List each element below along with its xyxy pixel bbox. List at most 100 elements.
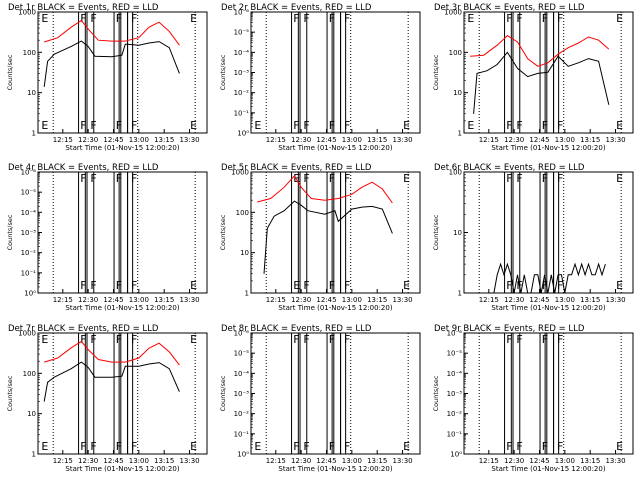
x-tick-label: 13:15	[367, 136, 387, 144]
event-marker-top: F	[506, 333, 512, 346]
event-marker-top: E	[190, 333, 197, 346]
event-marker-top: F	[90, 172, 96, 185]
event-window	[333, 11, 342, 134]
y-tick-label: 10⁻⁴	[234, 370, 250, 378]
event-marker: F	[506, 440, 512, 453]
event-window	[512, 332, 521, 455]
event-marker-top: E	[190, 12, 197, 25]
event-marker-top: F	[329, 333, 335, 346]
y-axis-label: Counts/sec	[219, 54, 227, 90]
y-tick-label: 100	[23, 49, 36, 57]
y-tick-label: 10⁻¹	[447, 430, 463, 438]
event-marker-top: F	[506, 12, 512, 25]
x-tick-label: 13:00	[342, 296, 362, 304]
y-tick-label: 1	[245, 290, 249, 298]
event-window	[299, 11, 308, 134]
event-marker: E	[254, 440, 261, 453]
event-window	[127, 332, 134, 455]
chart-panel-2: Det 2r BLACK = Events, RED = LLD 10⁰ 10⁻¹ 1…	[219, 3, 421, 152]
event-marker: F	[344, 440, 350, 453]
event-marker-top: F	[344, 333, 350, 346]
event-marker: F	[542, 119, 548, 132]
event-marker-top: F	[329, 12, 335, 25]
event-window	[326, 11, 333, 134]
event-marker: F	[303, 279, 309, 292]
event-marker: F	[116, 440, 122, 453]
y-tick-label: 10⁻²	[447, 410, 463, 418]
event-window	[113, 171, 120, 294]
event-marker: E	[293, 279, 300, 292]
y-tick-label: 1	[458, 130, 462, 138]
x-tick-label: 13:00	[342, 457, 362, 465]
plot-frame	[37, 11, 208, 134]
x-tick-label: 12:45	[316, 457, 336, 465]
plot-frame	[250, 171, 421, 294]
y-tick-label: 10⁻⁶	[21, 169, 37, 177]
x-tick-label: 13:00	[555, 457, 575, 465]
event-window	[512, 171, 521, 294]
event-marker-top: F	[90, 12, 96, 25]
x-tick-label: 13:30	[392, 296, 412, 304]
x-tick-label: 12:30	[78, 457, 98, 465]
x-tick-label: 13:15	[367, 296, 387, 304]
event-marker-top: E	[403, 172, 410, 185]
y-tick-label: 10⁻³	[447, 390, 463, 398]
event-marker-top: F	[131, 172, 137, 185]
y-tick-label: 10⁻¹	[21, 269, 37, 277]
y-tick-label: 10	[240, 249, 249, 257]
event-marker-top: F	[131, 12, 137, 25]
event-marker: F	[516, 119, 522, 132]
chart-title: Det 4r BLACK = Events, RED = LLD	[8, 163, 159, 173]
y-axis-label: Counts/sec	[6, 375, 14, 411]
y-tick-label: 10⁻²	[21, 249, 37, 257]
x-tick-label: 12:45	[316, 136, 336, 144]
event-marker: E	[41, 440, 48, 453]
x-tick-label: 12:30	[504, 136, 524, 144]
event-marker: F	[90, 279, 96, 292]
event-marker-top: F	[329, 172, 335, 185]
event-marker: E	[616, 440, 623, 453]
x-tick-label: 13:30	[179, 136, 199, 144]
event-marker: E	[190, 440, 197, 453]
event-window	[120, 11, 129, 134]
event-marker: F	[516, 440, 522, 453]
event-marker-top: E	[293, 172, 300, 185]
y-axis-label: Counts/sec	[219, 214, 227, 250]
event-marker: F	[80, 440, 86, 453]
event-window	[291, 11, 299, 134]
event-window	[326, 332, 333, 455]
x-tick-label: 12:15	[53, 136, 73, 144]
event-marker: F	[293, 119, 299, 132]
y-tick-label: 10	[27, 410, 36, 418]
y-tick-label: 1000	[18, 330, 36, 338]
y-tick-label: 10⁰	[237, 451, 249, 459]
x-axis-label: Start Time (01-Nov-15 12:00:20)	[65, 304, 179, 312]
x-tick-label: 12:30	[504, 457, 524, 465]
event-window	[86, 332, 95, 455]
event-window	[127, 171, 134, 294]
event-marker: F	[116, 119, 122, 132]
x-tick-label: 12:30	[291, 457, 311, 465]
x-tick-label: 13:00	[342, 136, 362, 144]
y-tick-label: 100	[236, 209, 249, 217]
event-marker-top: F	[516, 333, 522, 346]
x-tick-label: 12:15	[266, 457, 286, 465]
series-line-lld	[470, 34, 610, 67]
y-tick-label: 1000	[231, 169, 249, 177]
event-window	[291, 332, 299, 455]
event-marker: F	[329, 279, 335, 292]
chart-panel-9: Det 9r BLACK = Events, RED = LLD 10⁰ 10⁻¹ 1…	[432, 324, 634, 473]
y-tick-label: 10⁻³	[234, 69, 250, 77]
x-axis-label: Start Time (01-Nov-15 12:00:20)	[65, 465, 179, 473]
chart-title: Det 9r BLACK = Events, RED = LLD	[434, 324, 585, 334]
event-marker-top: F	[303, 172, 309, 185]
y-tick-label: 10⁻³	[21, 229, 37, 237]
plot-frame	[463, 332, 634, 455]
event-marker-top: F	[116, 333, 122, 346]
event-window	[504, 171, 512, 294]
plot-frame	[37, 332, 208, 455]
event-marker: F	[506, 119, 512, 132]
chart-title: Det 5r BLACK = Events, RED = LLD	[221, 163, 372, 173]
event-marker: E	[467, 119, 474, 132]
